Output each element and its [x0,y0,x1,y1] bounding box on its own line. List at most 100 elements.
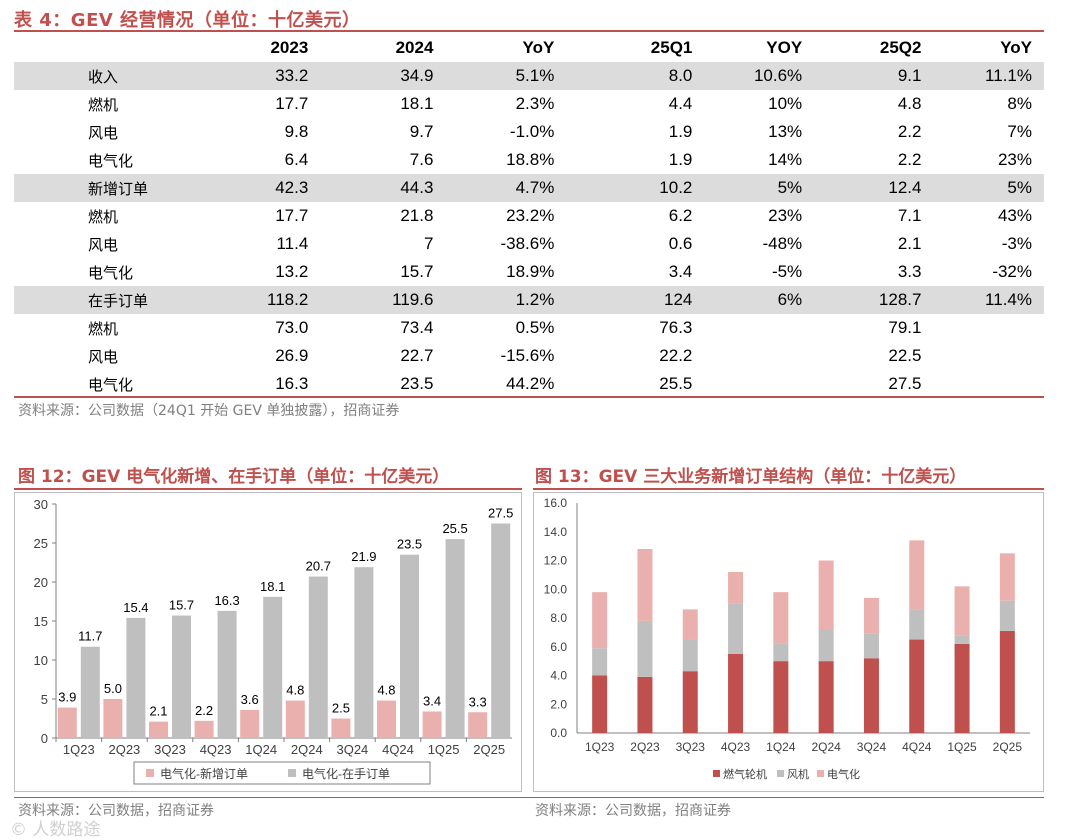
data-label: 15.4 [123,600,148,615]
data-label: 15.7 [169,598,194,613]
header-cell: YoY [522,38,555,57]
legend-swatch [146,769,154,777]
fig12-chart: 0 5 10 15 20 25 30 1Q23 3.9 11.7 2Q23 5.0 15.4 3Q23 2.… [14,492,522,792]
row-label: 电气化 [88,263,134,282]
table-cell: 10.2 [566,174,705,202]
x-tick-label: 2Q25 [993,740,1023,754]
table-cell: 18.8% [506,150,555,169]
table-cell: 7.6 [409,150,434,169]
x-tick-label: 4Q23 [200,742,232,757]
row-label: 新增订单 [14,174,191,202]
row-label: 风电 [88,347,119,366]
table-cell: 7 [423,234,434,253]
x-tick-label: 3Q23 [154,742,186,757]
y-tick-label: 6.0 [550,640,567,654]
x-tick-label: 3Q24 [857,740,887,754]
table-row: 风电 26.9 22.7 -15.6% 22.2 22.5 [14,342,1044,370]
bar [80,646,100,738]
data-label: 3.9 [58,690,76,705]
x-tick-label: 3Q24 [336,742,368,757]
table-cell: -48% [762,234,803,253]
operations-table: 2023 2024 YoY 25Q1 YOY 25Q2 YoY 收入 33.2 34… [14,34,1044,398]
table-cell: 9.1 [814,62,934,90]
y-tick-label: 0.0 [550,726,567,740]
x-tick-label: 2Q24 [291,742,323,757]
y-tick-label: 0 [41,731,48,746]
row-label: 在手订单 [14,286,191,314]
data-label: 3.3 [469,694,487,709]
y-tick-label: 8.0 [550,611,567,625]
header-cell: 25Q1 [650,38,693,57]
x-tick-label: 1Q25 [947,740,977,754]
stacked-bar-segment [728,572,744,604]
table-cell: 25.5 [659,374,693,393]
table-row: 燃机 73.0 73.4 0.5% 76.3 79.1 [14,314,1044,342]
bar [422,711,442,738]
table-row: 风电 9.8 9.7 -1.0% 1.9 13% 2.2 7% [14,118,1044,146]
stacked-bar-segment [637,549,653,621]
data-label: 2.5 [332,701,350,716]
table-title: 表 4：GEV 经营情况（单位：十亿美元） [14,10,361,31]
bottom-rule [14,797,1044,798]
table-cell: 0.6 [668,234,693,253]
table-cell: 27.5 [888,374,922,393]
x-tick-label: 2Q24 [811,740,841,754]
y-tick-label: 10.0 [544,582,568,596]
bar [491,523,511,738]
table-cell [933,370,1044,398]
x-tick-label: 2Q23 [108,742,140,757]
bar [331,718,351,738]
data-label: 20.7 [306,559,331,574]
table-cell: 14% [768,150,803,169]
bar [445,539,465,738]
table-cell: 11.4% [933,286,1044,314]
table-cell: 10% [768,94,803,113]
table-cell: 23.2% [506,206,555,225]
table-cell [704,342,814,370]
table-cell: 11.1% [933,62,1044,90]
table-cell: 73.0 [275,318,309,337]
y-tick-label: 15 [34,614,48,629]
table-cell: 9.7 [409,122,434,141]
data-label: 3.4 [423,693,441,708]
table-cell: 0.5% [515,318,555,337]
x-tick-label: 2Q25 [473,742,505,757]
table-cell: -1.0% [509,122,555,141]
table-cell: 17.7 [275,94,309,113]
stacked-bar-segment [909,540,925,610]
table-cell: -15.6% [500,346,555,365]
legend-swatch [288,769,296,777]
table-row: 新增订单 42.3 44.3 4.7% 10.2 5% 12.4 5% [14,174,1044,202]
table-cell: 8% [1007,94,1032,113]
table-cell: 42.3 [190,174,321,202]
x-tick-label: 1Q25 [428,742,460,757]
y-tick-label: 16.0 [544,496,568,510]
x-tick-label: 2Q23 [630,740,660,754]
table-cell: 23% [768,206,803,225]
table-cell: 3.4 [668,262,693,281]
table-row: 电气化 13.2 15.7 18.9% 3.4 -5% 3.3 -32% [14,258,1044,286]
bar [126,617,146,738]
bar [172,615,191,738]
stacked-bar-segment [999,600,1015,631]
table-row: 燃机 17.7 21.8 23.2% 6.2 23% 7.1 43% [14,202,1044,230]
table-cell [933,342,1044,370]
table-cell: 6% [704,286,815,314]
header-cell: 2024 [395,38,434,57]
table-cell: 11.4 [276,234,309,253]
fig13-source: 资料来源：公司数据，招商证券 [535,803,731,819]
legend-label: 电气化-新增订单 [160,766,248,781]
data-label: 27.5 [488,506,513,521]
bar [194,720,214,738]
x-tick-label: 1Q24 [245,742,277,757]
data-label: 18.1 [260,579,285,594]
stacked-bar-segment [682,671,698,733]
table-cell: 73.4 [400,318,434,337]
table-cell: 13.2 [275,262,309,281]
fig12-rule [14,488,522,490]
bar [263,596,283,738]
table-cell: 21.8 [400,206,434,225]
stacked-bar-segment [728,603,744,654]
table-cell: 8.0 [566,62,705,90]
stacked-bar-segment [637,676,653,733]
